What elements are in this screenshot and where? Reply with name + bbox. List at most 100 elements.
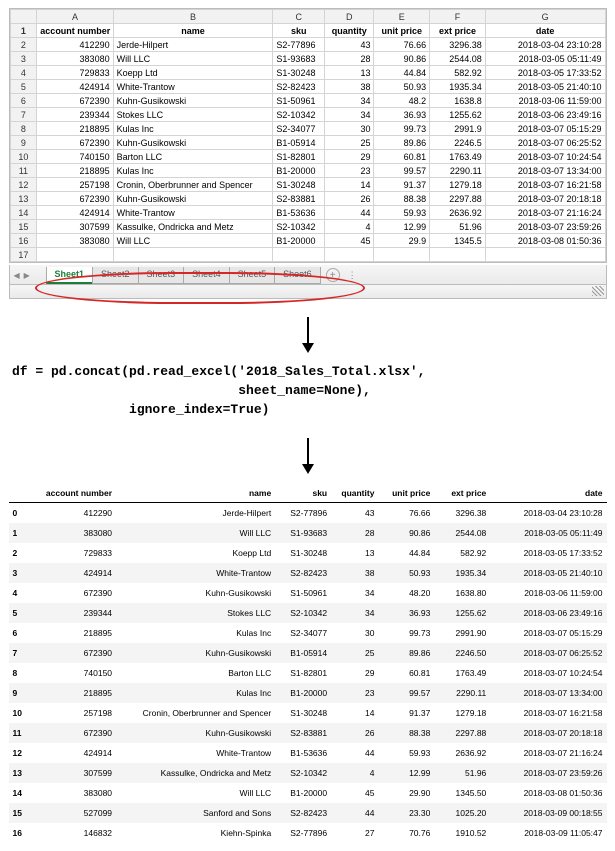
excel-cell[interactable]: 2246.5 (430, 136, 486, 150)
excel-cell[interactable]: 60.81 (374, 150, 430, 164)
excel-cell[interactable]: 1279.18 (430, 178, 486, 192)
excel-cell[interactable]: B1-20000 (273, 164, 325, 178)
excel-cell[interactable]: 582.92 (430, 66, 486, 80)
excel-cell[interactable]: Cronin, Oberbrunner and Spencer (113, 178, 273, 192)
row-number[interactable]: 2 (10, 38, 37, 52)
excel-cell[interactable]: 1345.5 (430, 234, 486, 248)
excel-cell[interactable]: 4 (324, 220, 373, 234)
excel-cell[interactable]: Koepp Ltd (113, 66, 273, 80)
excel-cell[interactable]: 2018-03-07 06:25:52 (485, 136, 605, 150)
sheet-tab-sheet5[interactable]: Sheet5 (229, 267, 276, 284)
excel-cell[interactable]: B1-53636 (273, 206, 325, 220)
excel-cell[interactable]: 1255.62 (430, 108, 486, 122)
excel-cell[interactable] (430, 248, 486, 262)
excel-cell[interactable]: 2290.11 (430, 164, 486, 178)
col-letter[interactable]: G (485, 10, 605, 24)
col-letter[interactable]: C (273, 10, 325, 24)
row-number[interactable]: 7 (10, 108, 37, 122)
excel-cell[interactable]: S2-83881 (273, 192, 325, 206)
excel-cell[interactable]: Kuhn-Gusikowski (113, 192, 273, 206)
excel-cell[interactable]: White-Trantow (113, 80, 273, 94)
col-letter[interactable]: F (430, 10, 486, 24)
excel-cell[interactable]: Kulas Inc (113, 122, 273, 136)
sheet-tab-sheet1[interactable]: Sheet1 (46, 267, 94, 284)
excel-cell[interactable] (324, 248, 373, 262)
excel-header-cell[interactable]: account number (37, 24, 113, 38)
row-number[interactable]: 9 (10, 136, 37, 150)
excel-cell[interactable]: 2018-03-07 10:24:54 (485, 150, 605, 164)
excel-cell[interactable]: S2-77896 (273, 38, 325, 52)
excel-cell[interactable]: S1-30248 (273, 66, 325, 80)
excel-cell[interactable]: 2018-03-07 05:15:29 (485, 122, 605, 136)
row-number[interactable]: 17 (10, 248, 37, 262)
excel-cell[interactable] (374, 248, 430, 262)
row-number[interactable]: 12 (10, 178, 37, 192)
excel-cell[interactable]: 88.38 (374, 192, 430, 206)
excel-cell[interactable]: 1935.34 (430, 80, 486, 94)
excel-cell[interactable]: 2018-03-07 16:21:58 (485, 178, 605, 192)
excel-cell[interactable]: S1-93683 (273, 52, 325, 66)
excel-cell[interactable]: Kuhn-Gusikowski (113, 94, 273, 108)
excel-header-cell[interactable]: name (113, 24, 273, 38)
excel-cell[interactable]: 90.86 (374, 52, 430, 66)
excel-header-cell[interactable]: unit price (374, 24, 430, 38)
excel-cell[interactable]: S2-82423 (273, 80, 325, 94)
excel-cell[interactable]: 99.57 (374, 164, 430, 178)
excel-cell[interactable]: S1-50961 (273, 94, 325, 108)
excel-cell[interactable]: 28 (324, 52, 373, 66)
row-number[interactable]: 3 (10, 52, 37, 66)
sheet-tab-sheet4[interactable]: Sheet4 (183, 267, 230, 284)
excel-cell[interactable]: 424914 (37, 206, 113, 220)
row-number[interactable]: 5 (10, 80, 37, 94)
excel-cell[interactable]: Barton LLC (113, 150, 273, 164)
row-number[interactable]: 11 (10, 164, 37, 178)
excel-cell[interactable]: 740150 (37, 150, 113, 164)
col-letter[interactable]: A (37, 10, 113, 24)
select-all-cell[interactable] (10, 10, 37, 24)
excel-cell[interactable]: B1-05914 (273, 136, 325, 150)
row-number[interactable]: 6 (10, 94, 37, 108)
excel-cell[interactable]: 89.86 (374, 136, 430, 150)
excel-cell[interactable]: B1-20000 (273, 234, 325, 248)
excel-cell[interactable]: 13 (324, 66, 373, 80)
excel-cell[interactable] (485, 248, 605, 262)
excel-cell[interactable]: S1-82801 (273, 150, 325, 164)
row-number[interactable]: 4 (10, 66, 37, 80)
excel-header-cell[interactable]: date (485, 24, 605, 38)
excel-cell[interactable]: 51.96 (430, 220, 486, 234)
row-number[interactable]: 1 (10, 24, 37, 38)
excel-cell[interactable]: 672390 (37, 136, 113, 150)
excel-cell[interactable]: 2544.08 (430, 52, 486, 66)
excel-cell[interactable] (37, 248, 113, 262)
excel-cell[interactable]: 257198 (37, 178, 113, 192)
excel-cell[interactable]: 2018-03-07 23:59:26 (485, 220, 605, 234)
excel-cell[interactable]: 412290 (37, 38, 113, 52)
add-sheet-button[interactable]: + (326, 268, 340, 282)
excel-cell[interactable]: 38 (324, 80, 373, 94)
excel-cell[interactable]: 76.66 (374, 38, 430, 52)
excel-cell[interactable] (273, 248, 325, 262)
excel-cell[interactable]: S2-10342 (273, 108, 325, 122)
excel-cell[interactable]: 99.73 (374, 122, 430, 136)
resize-gripper-icon[interactable] (592, 286, 604, 296)
excel-cell[interactable]: 43 (324, 38, 373, 52)
excel-cell[interactable]: 14 (324, 178, 373, 192)
excel-cell[interactable]: 29.9 (374, 234, 430, 248)
excel-cell[interactable]: 2018-03-07 20:18:18 (485, 192, 605, 206)
row-number[interactable]: 8 (10, 122, 37, 136)
sheet-tab-sheet6[interactable]: Sheet6 (274, 267, 321, 284)
excel-cell[interactable]: S2-34077 (273, 122, 325, 136)
excel-cell[interactable]: 383080 (37, 234, 113, 248)
excel-cell[interactable]: 29 (324, 150, 373, 164)
excel-cell[interactable]: 91.37 (374, 178, 430, 192)
row-number[interactable]: 10 (10, 150, 37, 164)
sheet-tab-sheet3[interactable]: Sheet3 (138, 267, 185, 284)
excel-cell[interactable]: Jerde-Hilpert (113, 38, 273, 52)
excel-cell[interactable]: 672390 (37, 94, 113, 108)
excel-cell[interactable]: 2018-03-07 21:16:24 (485, 206, 605, 220)
sheet-overflow-icon[interactable]: ⋮ (348, 270, 357, 281)
sheet-nav-prev-icon[interactable]: ◀ (14, 271, 20, 280)
excel-cell[interactable]: 2018-03-06 11:59:00 (485, 94, 605, 108)
excel-cell[interactable]: 30 (324, 122, 373, 136)
excel-cell[interactable]: 25 (324, 136, 373, 150)
